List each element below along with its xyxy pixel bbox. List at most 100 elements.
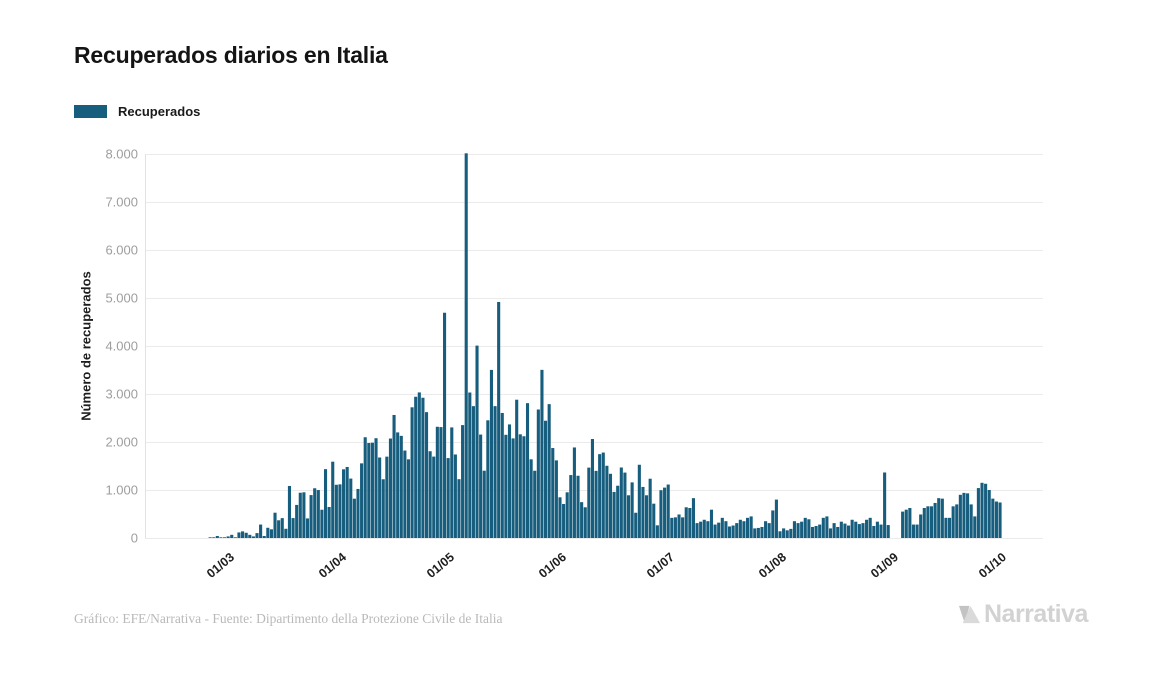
legend-label: Recuperados: [118, 104, 201, 119]
y-tick-label: 1.000: [105, 482, 138, 498]
bar: [612, 491, 616, 538]
bar: [857, 524, 861, 538]
bar: [309, 495, 313, 538]
bar: [637, 464, 641, 538]
bar: [269, 529, 273, 538]
bar: [544, 420, 548, 538]
bar: [836, 526, 840, 538]
bar: [367, 443, 371, 538]
bar: [500, 412, 504, 538]
bar: [699, 521, 703, 538]
bar: [576, 475, 580, 538]
bar: [396, 432, 400, 538]
bar: [641, 486, 645, 538]
bar: [771, 510, 775, 538]
bar: [666, 484, 670, 538]
bar: [756, 527, 760, 538]
bar: [374, 438, 378, 538]
bar: [645, 495, 649, 538]
bar: [767, 523, 771, 538]
bar: [832, 523, 836, 538]
bar: [626, 495, 631, 538]
bar: [608, 473, 613, 538]
bar: [580, 502, 584, 538]
bar: [273, 512, 277, 538]
bar: [471, 406, 475, 538]
bar: [904, 509, 908, 538]
bar: [764, 521, 768, 538]
bar: [958, 494, 962, 538]
bar: [529, 459, 533, 538]
bar: [424, 412, 429, 538]
bar: [828, 528, 833, 538]
bar: [994, 501, 998, 538]
bar: [302, 492, 306, 538]
bar: [399, 435, 403, 538]
bar: [414, 396, 418, 538]
bar: [540, 369, 544, 538]
bar: [370, 442, 374, 538]
bar: [883, 472, 887, 538]
bar: [673, 517, 677, 538]
bar: [976, 488, 980, 538]
bar: [886, 525, 890, 538]
bar: [843, 523, 847, 538]
bar: [251, 536, 255, 538]
bar: [432, 456, 436, 538]
bar: [266, 527, 270, 538]
bar: [803, 517, 807, 538]
bar: [933, 502, 937, 538]
bar: [908, 508, 912, 538]
bar: [323, 469, 328, 538]
bar: [973, 516, 977, 538]
bar: [558, 497, 562, 538]
bar: [417, 392, 421, 538]
bar: [215, 535, 219, 538]
bar: [461, 425, 465, 538]
bar: [360, 463, 364, 538]
bar: [230, 534, 234, 538]
gridline: [145, 394, 1043, 395]
bar: [810, 526, 815, 538]
bar: [850, 519, 854, 538]
bar: [713, 524, 717, 538]
bar: [814, 526, 818, 538]
bar: [356, 488, 360, 538]
y-tick-label: 7.000: [105, 194, 138, 210]
bar: [504, 434, 508, 538]
bar: [533, 470, 537, 538]
bar: [619, 467, 623, 538]
gridline: [145, 298, 1043, 299]
bar: [980, 482, 984, 538]
bar: [338, 484, 342, 538]
bar: [702, 519, 706, 538]
bar: [406, 459, 411, 538]
bar: [363, 437, 367, 538]
bar: [648, 478, 652, 538]
bar: [706, 521, 710, 538]
bar: [522, 436, 526, 538]
bar: [511, 438, 515, 538]
bar: [663, 487, 667, 538]
bar: [731, 525, 735, 538]
bar: [821, 517, 825, 538]
bar: [493, 406, 497, 538]
footer-credit: Gráfico: EFE/Narrativa - Fuente: Diparti…: [74, 611, 503, 626]
bar: [349, 478, 353, 538]
bar: [839, 521, 843, 538]
bar: [590, 439, 594, 538]
bar: [497, 301, 501, 538]
bar: [551, 448, 555, 538]
bar: [796, 523, 800, 538]
y-tick-label: 4.000: [105, 338, 138, 354]
bar: [598, 454, 602, 538]
bar: [345, 466, 349, 538]
bar: [879, 524, 883, 538]
bar: [854, 521, 858, 538]
bar: [847, 525, 851, 538]
bar: [403, 450, 407, 538]
bar: [984, 483, 988, 538]
bar: [991, 498, 995, 538]
bar: [911, 524, 916, 538]
